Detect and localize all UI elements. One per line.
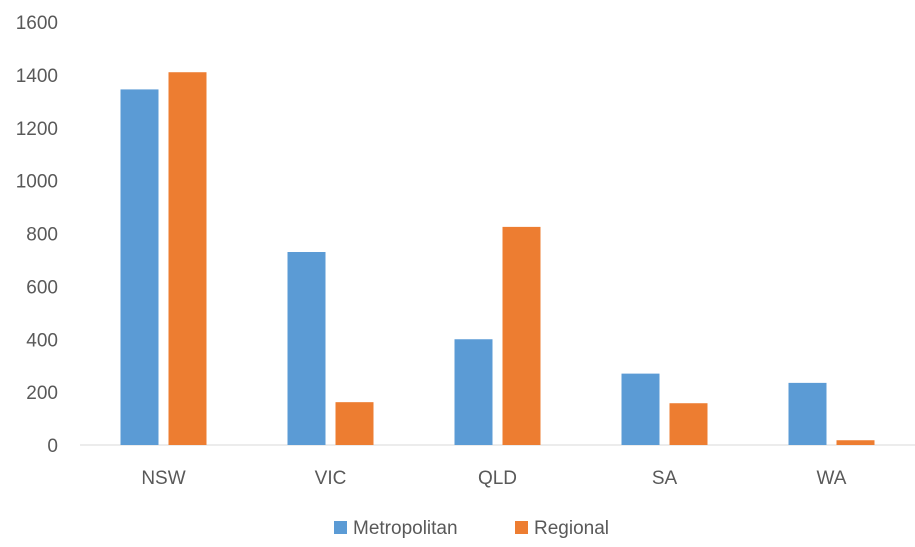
x-tick-label-nsw: NSW xyxy=(141,468,185,489)
legend: Metropolitan Regional xyxy=(334,518,609,539)
y-tick-label: 1400 xyxy=(16,66,58,87)
legend-label-metropolitan: Metropolitan xyxy=(353,518,458,539)
bar-metropolitan-vic xyxy=(287,252,326,445)
bar-regional-sa xyxy=(669,403,708,445)
y-tick-label: 200 xyxy=(26,383,58,404)
bar-metropolitan-sa xyxy=(621,373,660,445)
y-tick-label: 600 xyxy=(26,277,58,298)
bar-regional-wa xyxy=(836,440,875,445)
y-tick-label: 800 xyxy=(26,225,58,246)
y-tick-label: 1000 xyxy=(16,172,58,193)
y-tick-label: 1200 xyxy=(16,119,58,140)
x-axis-ticks: NSW VIC QLD SA WA xyxy=(141,468,846,489)
bar-metropolitan-wa xyxy=(788,382,827,445)
legend-label-regional: Regional xyxy=(534,518,609,539)
x-tick-label-vic: VIC xyxy=(315,468,347,489)
x-tick-label-wa: WA xyxy=(817,468,847,489)
bar-regional-vic xyxy=(335,402,374,445)
y-tick-label: 0 xyxy=(47,436,58,457)
y-tick-label: 400 xyxy=(26,330,58,351)
y-tick-label: 1600 xyxy=(16,13,58,34)
legend-swatch-regional xyxy=(515,521,528,534)
x-tick-label-qld: QLD xyxy=(478,468,517,489)
bars-group xyxy=(120,72,875,446)
bar-metropolitan-nsw xyxy=(120,89,159,446)
y-axis-ticks: 0 200 400 600 800 1000 1200 1400 1600 xyxy=(16,13,58,457)
bar-regional-nsw xyxy=(168,72,207,445)
bar-metropolitan-qld xyxy=(454,339,493,445)
x-tick-label-sa: SA xyxy=(652,468,678,489)
legend-swatch-metropolitan xyxy=(334,521,347,534)
bar-regional-qld xyxy=(502,226,541,445)
